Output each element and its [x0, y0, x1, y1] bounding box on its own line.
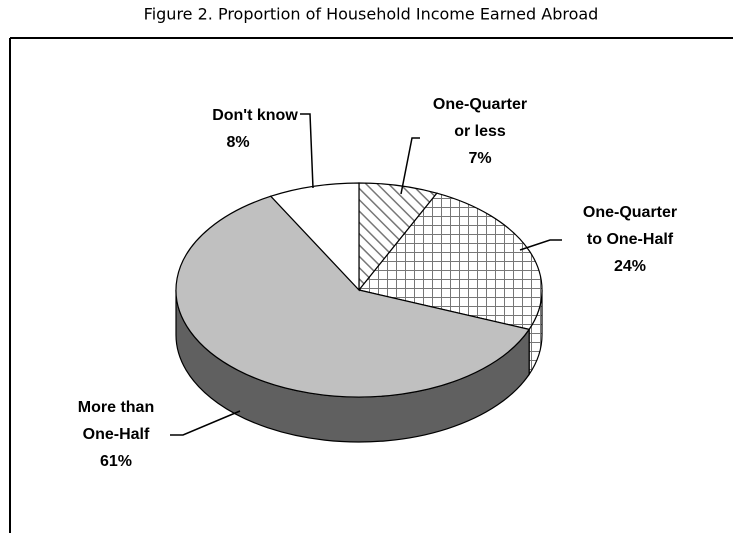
value-label: 24% — [614, 258, 646, 275]
value-label: 61% — [100, 453, 132, 470]
slice-label: or less — [454, 123, 506, 140]
slice-label: to One-Half — [587, 231, 674, 248]
value-label: 8% — [226, 134, 249, 151]
leader-line — [519, 239, 562, 251]
leader-line — [400, 137, 420, 195]
labels: One-Quarter or less 7% One-Quarter to One-Ha… — [78, 96, 677, 470]
frame — [9, 37, 733, 533]
leader-line — [300, 113, 314, 189]
slice-label: Don't know — [212, 107, 298, 124]
slice-label: One-Quarter — [433, 96, 527, 113]
value-label: 7% — [468, 150, 491, 167]
leader-line — [170, 410, 241, 436]
pie — [175, 182, 543, 443]
slice — [175, 195, 531, 398]
slice — [357, 192, 543, 331]
slice-label: One-Quarter — [583, 204, 677, 221]
slice-label: One-Half — [83, 426, 150, 443]
slice-label: More than — [78, 399, 154, 416]
chart-title: Figure 2. Proportion of Household Income… — [144, 5, 599, 24]
